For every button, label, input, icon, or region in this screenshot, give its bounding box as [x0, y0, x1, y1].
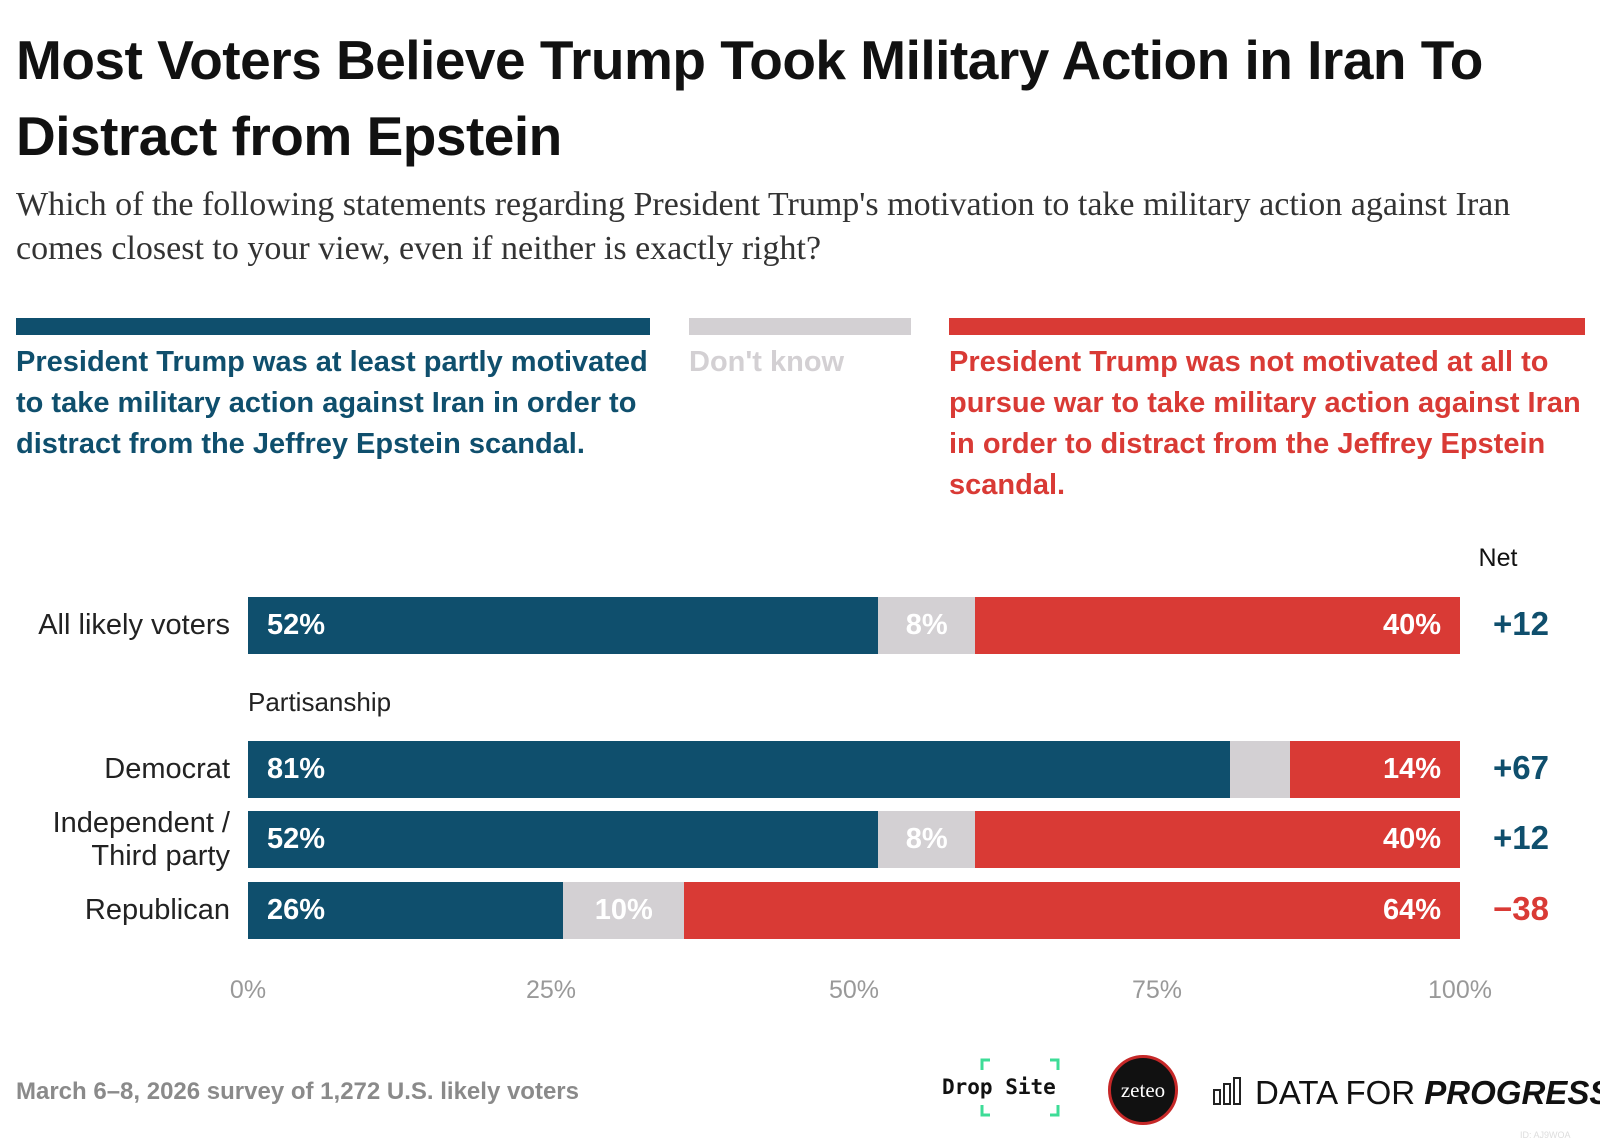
x-tick-label: 50%: [828, 976, 880, 1004]
x-tick-label: 75%: [1131, 976, 1183, 1004]
bar-segment: [248, 597, 879, 654]
source-note: March 6–8, 2026 survey of 1,272 U.S. lik…: [16, 1078, 579, 1105]
legend-label: President Trump was not motivated at all…: [949, 346, 1581, 501]
bar-segment: [248, 882, 564, 939]
chart-title: Most Voters Believe Trump Took Military …: [16, 29, 1483, 167]
data-label: 14%: [1382, 753, 1441, 785]
bar-segment: [563, 882, 685, 939]
data-label: 40%: [1382, 609, 1441, 641]
net-label: +67: [1493, 749, 1549, 786]
x-tick-label: 0%: [229, 976, 267, 1004]
zeteo-logo: zeteo: [1108, 1055, 1178, 1125]
x-tick-label: 100%: [1428, 976, 1492, 1004]
bar-segment: [248, 741, 1230, 798]
category-label: Democrat: [104, 753, 230, 785]
legend-swatch: [689, 318, 911, 335]
bar-segment: [1229, 741, 1291, 798]
legend-swatch: [16, 318, 650, 335]
dfp-logo: DATA FOR PROGRESS: [1255, 1074, 1600, 1112]
logo-text: DATA FOR: [1255, 1074, 1416, 1111]
bar-segment: [878, 597, 976, 654]
x-tick-label: 25%: [525, 976, 577, 1004]
net-label: +12: [1493, 605, 1549, 642]
data-label: 8%: [905, 823, 948, 855]
bar-segment: [975, 811, 1460, 868]
bar-segment: [684, 882, 1460, 939]
image-id: ID: AJ9WOA: [1520, 1130, 1571, 1140]
net-label: −38: [1493, 890, 1549, 927]
legend-label: Don't know: [689, 346, 845, 378]
legend-label: President Trump was at least partly moti…: [16, 346, 648, 460]
bar-segment: [878, 811, 976, 868]
dfp-icon: [1213, 1077, 1241, 1105]
bar-segment: [1290, 741, 1460, 798]
logo-text: Drop Site: [942, 1075, 1056, 1099]
net-label: +12: [1493, 819, 1549, 856]
dropsite-logo: Drop Site: [930, 1057, 1070, 1117]
data-label: 10%: [594, 894, 653, 926]
data-label: 52%: [267, 823, 326, 855]
category-label: Independent / Third party: [52, 806, 230, 872]
chart-subtitle: Which of the following statements regard…: [16, 186, 1511, 267]
group-label: Partisanship: [248, 687, 392, 717]
data-label: 81%: [267, 753, 326, 785]
data-label: 64%: [1382, 894, 1441, 926]
legend-swatch: [949, 318, 1585, 335]
bar-segment: [248, 811, 879, 868]
category-label: All likely voters: [38, 609, 230, 641]
category-label: Republican: [84, 894, 230, 926]
logo-text: PROGRESS: [1424, 1074, 1600, 1111]
net-title: Net: [1478, 544, 1518, 572]
data-label: 26%: [267, 894, 326, 926]
data-label: 8%: [905, 609, 948, 641]
data-label: 52%: [267, 609, 326, 641]
data-label: 40%: [1382, 823, 1441, 855]
bar-segment: [975, 597, 1460, 654]
logo-frame: [980, 1058, 1060, 1117]
